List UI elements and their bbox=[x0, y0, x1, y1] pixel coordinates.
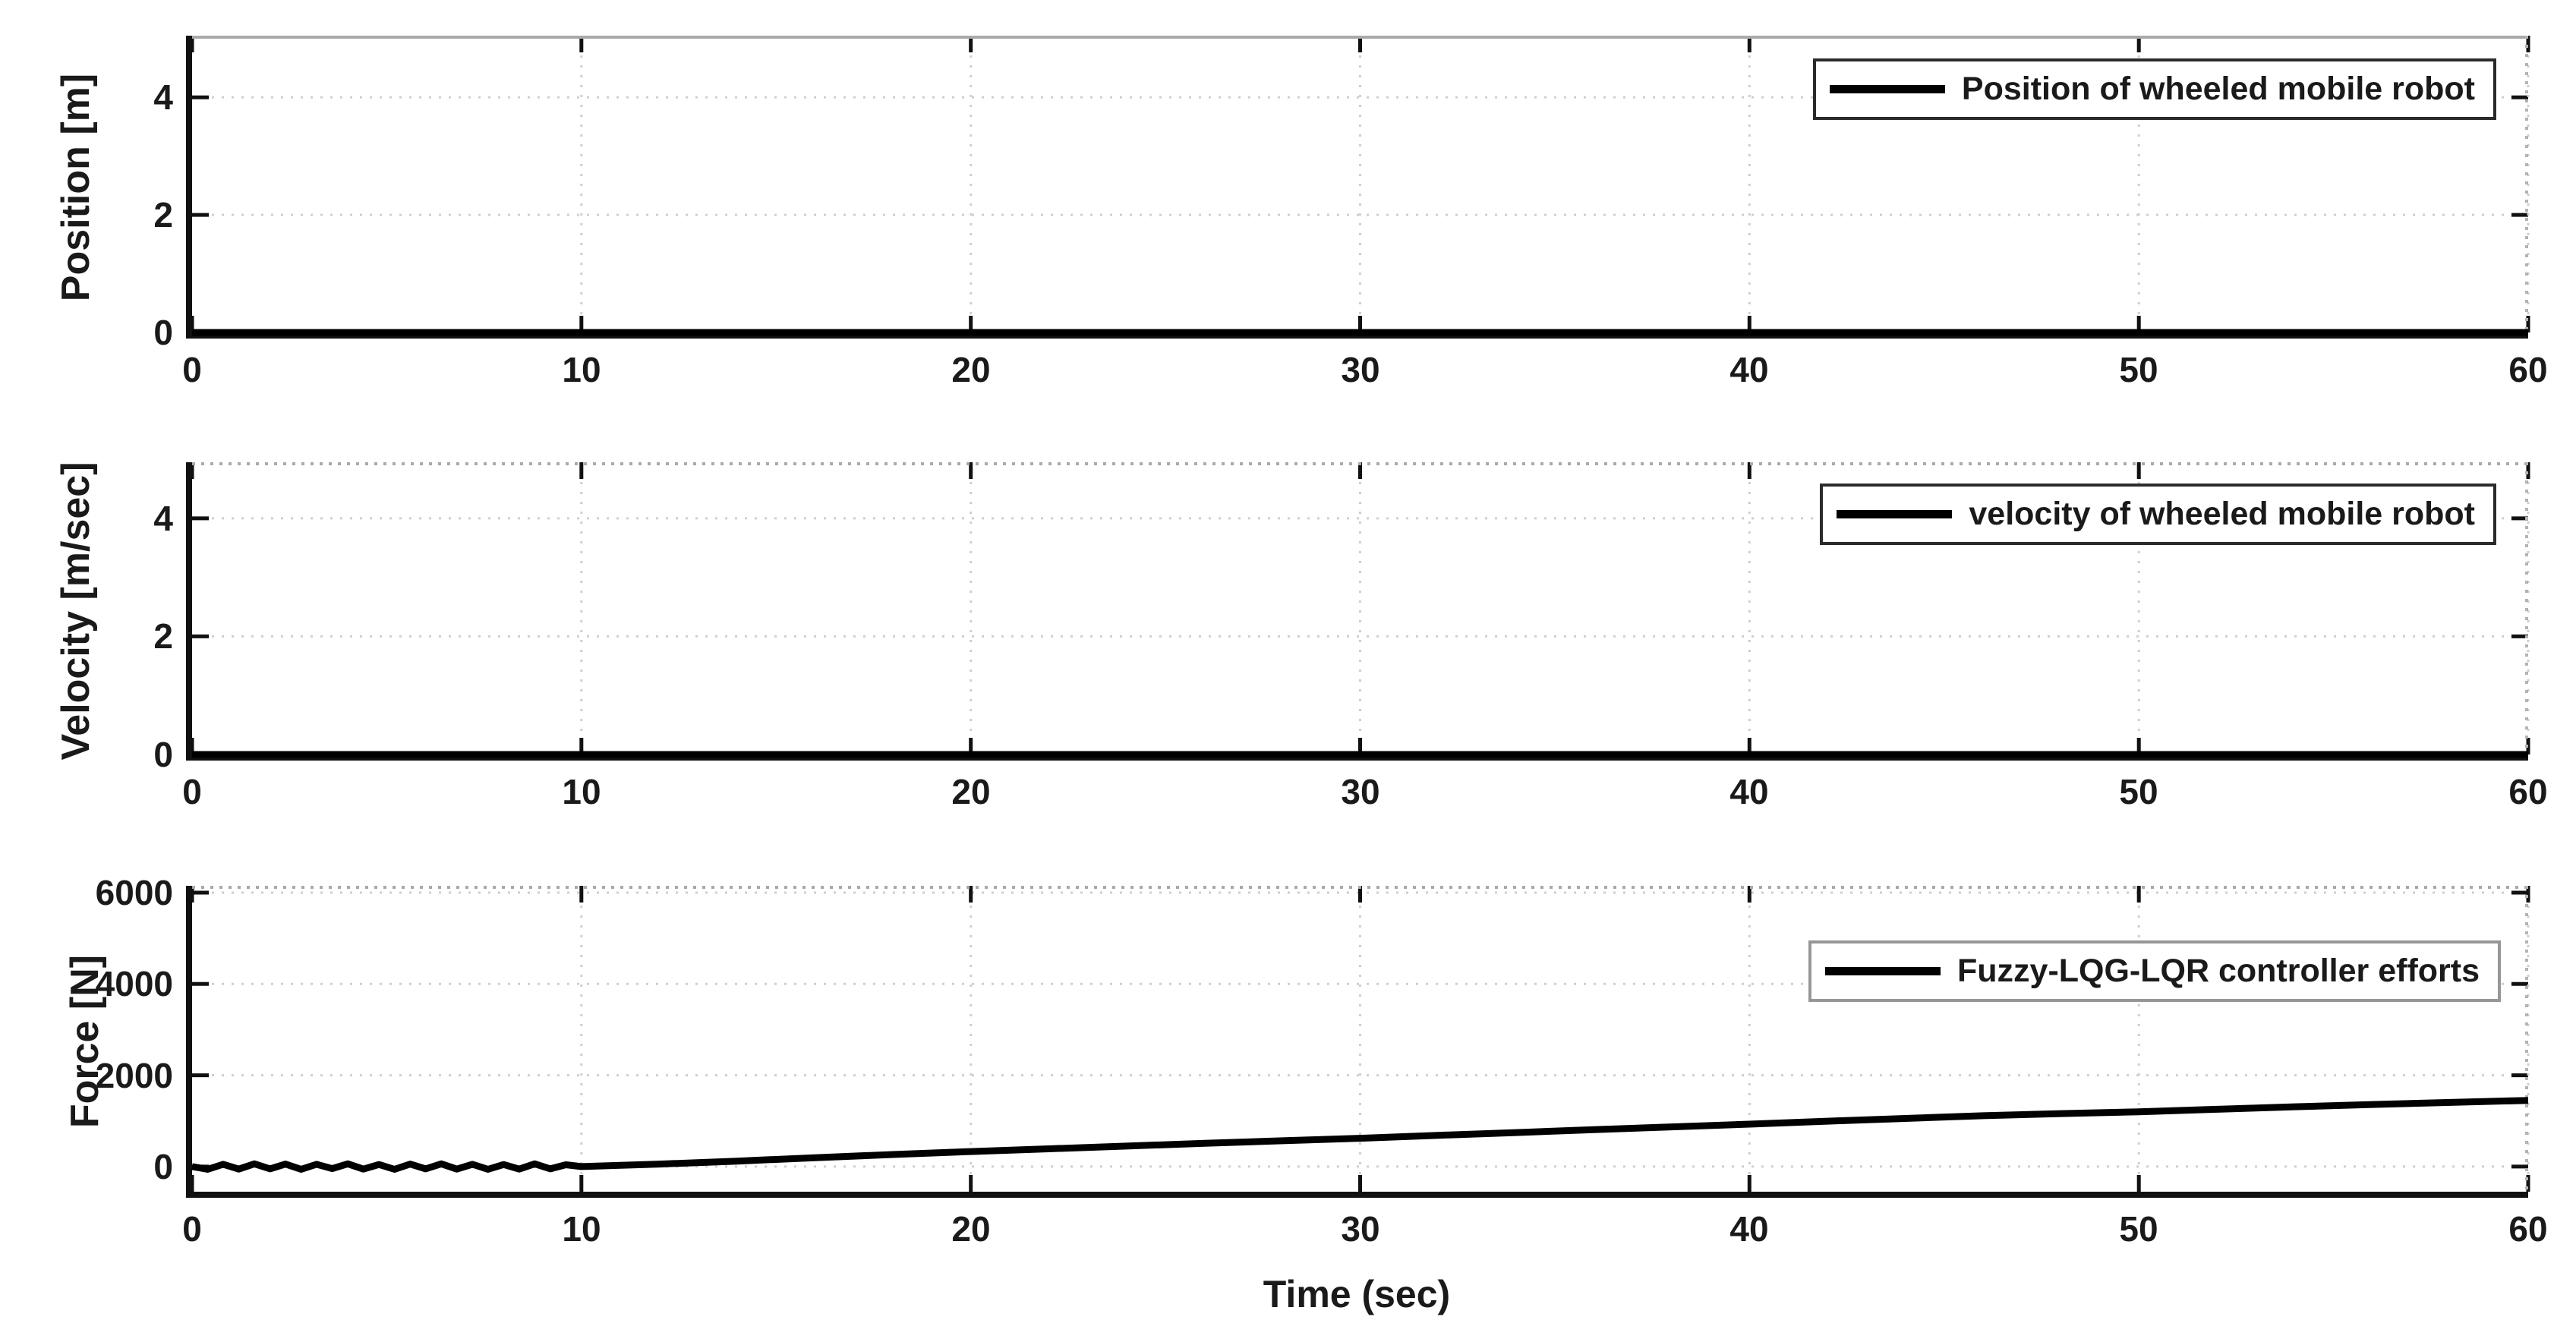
x-tick-label: 60 bbox=[2508, 772, 2548, 811]
y-tick-label: 2 bbox=[153, 195, 173, 235]
y-tick-label: 0 bbox=[153, 735, 173, 774]
x-tick-label: 20 bbox=[951, 350, 991, 389]
y-tick-label: 6000 bbox=[95, 873, 173, 912]
force-plot-area: Fuzzy-LQG-LQR controller efforts bbox=[186, 886, 2530, 1198]
force-y-axis-label: Force [N] bbox=[63, 954, 107, 1129]
y-tick-label: 4 bbox=[153, 77, 173, 117]
y-tick-label: 0 bbox=[153, 313, 173, 352]
x-tick-label: 50 bbox=[2119, 1209, 2158, 1249]
position-y-axis-label: Position [m] bbox=[54, 73, 98, 302]
x-tick-label: 20 bbox=[951, 772, 991, 811]
x-tick-label: 60 bbox=[2508, 1209, 2548, 1249]
x-tick-label: 0 bbox=[182, 772, 202, 811]
legend-line-sample bbox=[1825, 967, 1941, 975]
y-tick-label: 0 bbox=[153, 1147, 173, 1186]
x-tick-label: 50 bbox=[2119, 350, 2158, 389]
y-tick-label: 2000 bbox=[95, 1056, 173, 1095]
x-tick-label: 40 bbox=[1729, 1209, 1769, 1249]
x-tick-label: 50 bbox=[2119, 772, 2158, 811]
x-tick-label: 0 bbox=[182, 1209, 202, 1249]
legend-line-sample bbox=[1829, 85, 1945, 93]
x-tick-label: 0 bbox=[182, 350, 202, 389]
force-chart bbox=[190, 886, 2530, 1192]
position-plot-area: Position of wheeled mobile robot bbox=[186, 36, 2530, 339]
legend-label: Position of wheeled mobile robot bbox=[1961, 71, 2475, 107]
x-tick-label: 60 bbox=[2508, 350, 2548, 389]
x-tick-label: 30 bbox=[1341, 772, 1380, 811]
x-tick-label: 20 bbox=[951, 1209, 991, 1249]
velocity-plot-area: velocity of wheeled mobile robot bbox=[186, 462, 2530, 761]
legend-label: velocity of wheeled mobile robot bbox=[1969, 496, 2475, 532]
x-axis-label: Time (sec) bbox=[1263, 1273, 1451, 1315]
x-tick-label: 10 bbox=[562, 1209, 601, 1249]
legend-label: Fuzzy-LQG-LQR controller efforts bbox=[1957, 953, 2480, 989]
y-tick-label: 4 bbox=[153, 499, 173, 538]
velocity-y-axis-label: Velocity [m/sec] bbox=[54, 462, 98, 761]
velocity-legend: velocity of wheeled mobile robot bbox=[1820, 484, 2496, 545]
position-chart bbox=[190, 36, 2530, 336]
x-tick-label: 40 bbox=[1729, 350, 1769, 389]
x-tick-label: 10 bbox=[562, 350, 601, 389]
legend-line-sample bbox=[1837, 510, 1953, 518]
position-legend: Position of wheeled mobile robot bbox=[1812, 58, 2496, 120]
x-tick-label: 30 bbox=[1341, 1209, 1380, 1249]
y-tick-label: 2 bbox=[153, 616, 173, 656]
y-tick-label: 4000 bbox=[95, 964, 173, 1003]
force-legend: Fuzzy-LQG-LQR controller efforts bbox=[1808, 940, 2501, 1002]
x-tick-label: 40 bbox=[1729, 772, 1769, 811]
velocity-chart bbox=[190, 462, 2530, 758]
x-tick-label: 10 bbox=[562, 772, 601, 811]
x-tick-label: 30 bbox=[1341, 350, 1380, 389]
